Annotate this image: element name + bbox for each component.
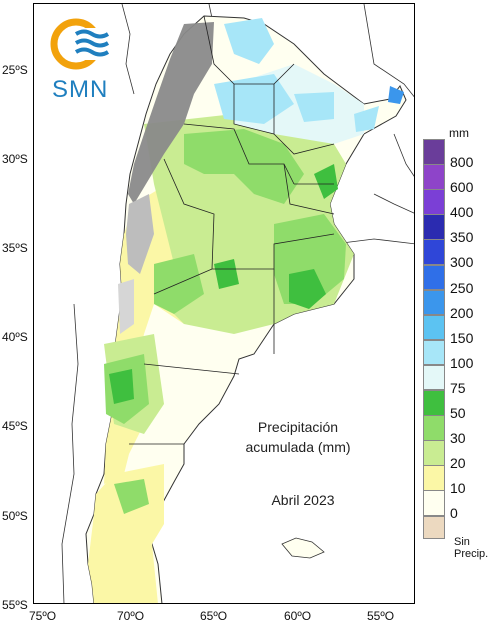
legend-swatch-10 [423,465,445,491]
legend-swatch-350 [423,214,445,240]
malvinas [281,537,325,559]
map-frame [33,3,415,604]
lat-label-45: 45ºS [2,419,28,433]
lon-label-60: 60ºO [284,609,312,623]
zone-50-75 [289,269,326,309]
legend-swatch-30 [423,415,445,441]
smn-logo [50,14,112,74]
lat-label-40: 40ºS [2,330,28,344]
legend-swatch-75 [423,364,445,391]
map-title-line1: Precipitación [257,419,339,435]
legend-label-0: 0 [450,505,458,522]
legend-swatch-200 [423,289,445,316]
legend-swatch-0 [423,490,445,516]
legend-swatch-800 [423,139,445,165]
legend-label-250: 250 [450,279,474,296]
legend-label-100: 100 [450,354,474,371]
legend-label-400: 400 [450,204,474,221]
lat-label-50: 50ºS [2,509,28,523]
legend-label-800: 800 [450,154,474,170]
lon-label-55: 55ºO [367,609,395,623]
zone-100-150 [224,18,274,64]
lat-label-30: 30ºS [2,152,28,166]
lon-label-65: 65ºO [200,609,228,623]
legend-swatch-300 [423,239,445,265]
legend-swatch-50 [423,390,445,416]
legend-label-10: 10 [450,480,466,497]
precipitation-map [61,4,414,603]
smn-logo-icon [50,18,110,70]
lat-label-25: 25ºS [2,63,28,77]
lon-label-75: 75ºO [29,609,57,623]
legend-swatch-600 [423,164,445,190]
legend-label-30: 30 [450,430,466,447]
legend-label-200: 200 [450,304,474,321]
legend-label-50: 50 [450,405,466,421]
legend-unit: mm [449,126,469,140]
legend-swatch-150 [423,314,445,341]
province-borders [129,15,335,445]
legend-label-75: 75 [450,379,466,396]
legend-no-precip-line2: Precip. [454,548,489,560]
legend-swatch-250 [423,264,445,291]
map-period: Abril 2023 [271,492,335,508]
legend-no-precip-line1: Sin [454,536,470,548]
legend-label-600: 600 [450,179,474,196]
legend-swatch-no-precip [423,516,445,539]
legend-label-20: 20 [450,455,466,472]
legend-label-300: 300 [450,254,474,271]
lat-label-35: 35ºS [2,241,28,255]
zone-200-250 [388,86,404,104]
legend-label-150: 150 [450,329,474,346]
neighbor-borders [61,4,414,603]
legend-swatch-100 [423,339,445,366]
legend-swatch-400 [423,189,445,215]
legend-swatch-20 [423,440,445,466]
lon-label-70: 70ºO [117,609,145,623]
legend-label-350: 350 [450,229,474,246]
lat-label-55: 55ºS [2,598,28,612]
andes-mask [128,22,214,204]
map-title-line2: acumulada (mm) [245,439,351,455]
smn-logo-text: SMN [52,76,109,103]
